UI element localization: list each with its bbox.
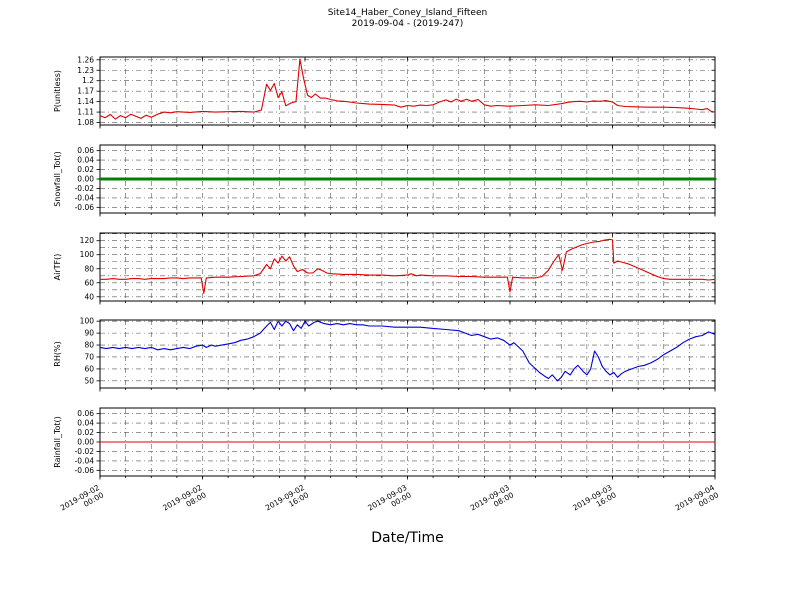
series-line-P xyxy=(99,58,716,120)
axes-border xyxy=(99,319,716,389)
y-tick-label: 1.11 xyxy=(77,108,94,117)
y-tick-label: 0.02 xyxy=(77,165,94,174)
x-tick-label: 2019-09-0200:00 xyxy=(59,483,106,520)
y-tick-label: -0.04 xyxy=(75,456,95,465)
subplot-p-unitless: 1.081.11 1.141.17 1.21.23 1.26 P(unitless) xyxy=(53,55,716,129)
y-tick-label: 50 xyxy=(84,376,94,385)
x-tick-label: 2019-09-0316:00 xyxy=(571,483,618,520)
subplot-rh: 50 60 70 80 90 100 RH(%) xyxy=(53,317,716,392)
y-tick-label: 90 xyxy=(84,329,94,338)
y-axis-title: P(unitless) xyxy=(53,70,62,112)
y-tick-label: 120 xyxy=(80,236,95,245)
y-tick-label: 1.08 xyxy=(77,118,94,127)
y-axis-title: RH(%) xyxy=(53,341,62,366)
y-tick-label: -0.04 xyxy=(75,193,95,202)
grid xyxy=(99,408,716,476)
y-tick-label: 60 xyxy=(84,278,94,287)
chart-subtitle: 2019-09-04 - (2019-247) xyxy=(351,19,464,29)
x-tick-label: 2019-09-0208:00 xyxy=(161,483,208,520)
x-tick-label: 2019-09-0400:00 xyxy=(674,483,721,520)
y-tick-label: 1.26 xyxy=(77,55,94,64)
y-tick-label: -0.02 xyxy=(75,184,95,193)
x-tick-label: 2019-09-0308:00 xyxy=(469,483,516,520)
y-tick-label: 1.17 xyxy=(77,87,94,96)
subplot-snowfall-tot: -0.06-0.04-0.020.000.020.040.06 Snowfall_… xyxy=(53,144,717,217)
y-tick-label: 1.2 xyxy=(82,76,94,85)
y-tick-label: 0.00 xyxy=(77,175,94,184)
x-axis-label: Date/Time xyxy=(371,530,444,546)
grid xyxy=(99,320,716,388)
y-tick-label: 80 xyxy=(84,341,94,350)
y-tick-label: 0.06 xyxy=(77,146,94,155)
y-tick-label: 0.02 xyxy=(77,428,94,437)
y-tick-label: 100 xyxy=(80,317,95,326)
grid xyxy=(99,233,716,301)
y-tick-label: 40 xyxy=(84,292,94,301)
x-tick-label: 2019-09-0216:00 xyxy=(264,483,311,520)
y-tick-label: 0.00 xyxy=(77,438,94,447)
axes-border xyxy=(99,232,716,302)
subplot-rainfall-tot: -0.06-0.04-0.020.000.020.040.06 Rainfall_… xyxy=(53,407,721,520)
y-tick-label: -0.02 xyxy=(75,447,95,456)
series-line-AirTF xyxy=(99,238,716,294)
y-tick-label: 1.14 xyxy=(77,97,94,106)
grid xyxy=(99,145,716,213)
subplot-air-tf: 40 60 80 100 120 AirTF() xyxy=(53,232,716,305)
y-tick-label: -0.06 xyxy=(75,466,95,475)
grid xyxy=(99,57,716,125)
x-tick-label: 2019-09-0300:00 xyxy=(366,483,413,520)
y-tick-label: -0.06 xyxy=(75,203,95,212)
y-tick-label: 0.06 xyxy=(77,409,94,418)
y-tick-label: 60 xyxy=(84,364,94,373)
y-tick-label: 70 xyxy=(84,352,94,361)
series-line-RH xyxy=(99,320,716,382)
y-tick-label: 0.04 xyxy=(77,419,94,428)
y-tick-label: 1.23 xyxy=(77,66,94,75)
y-tick-label: 100 xyxy=(80,250,95,259)
y-axis-title: Snowfall_Tot() xyxy=(53,151,62,207)
chart-title: Site14_Haber_Coney_Island_Fifteen xyxy=(327,8,488,18)
y-tick-label: 0.04 xyxy=(77,156,94,165)
y-axis-title: AirTF() xyxy=(53,254,62,281)
y-tick-label: 80 xyxy=(84,264,94,273)
y-axis-title: Rainfall_Tot() xyxy=(53,416,62,468)
